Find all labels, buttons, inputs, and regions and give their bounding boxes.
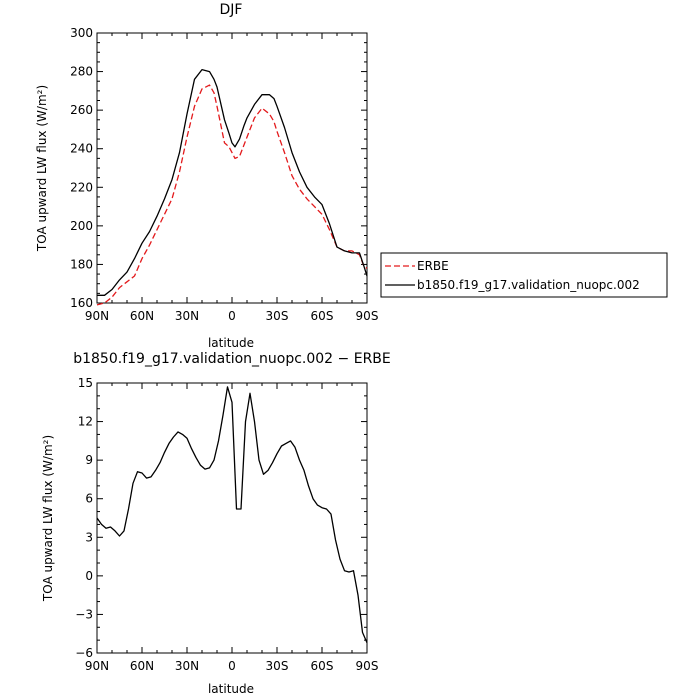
top-x-tick-label: 90S	[356, 309, 379, 323]
bottom-x-tick-label: 90N	[85, 659, 109, 673]
top-x-tick-label: 60N	[130, 309, 154, 323]
top-chart-title: DJF	[220, 2, 243, 18]
bottom-y-tick-label: −6	[75, 646, 93, 660]
bottom-y-tick-label: 15	[78, 376, 93, 390]
bottom-x-tick-label: 30S	[266, 659, 289, 673]
top-y-tick-label: 300	[70, 26, 93, 40]
legend-box	[380, 252, 668, 298]
top-x-tick-label: 60S	[311, 309, 334, 323]
top-y-tick-label: 200	[70, 219, 93, 233]
top-x-axis-label: latitude	[208, 336, 254, 350]
legend-label-model: b1850.f19_g17.validation_nuopc.002	[417, 278, 640, 292]
top-plot-frame	[96, 32, 368, 304]
bottom-y-tick-label: 0	[85, 569, 93, 583]
bottom-x-tick-label: 60S	[311, 659, 334, 673]
top-y-tick-label: 160	[70, 296, 93, 310]
legend-label-erbe: ERBE	[417, 259, 449, 273]
bottom-chart-title: b1850.f19_g17.validation_nuopc.002 − ERB…	[73, 351, 391, 367]
bottom-plot-frame	[96, 382, 368, 654]
top-series-line-1	[97, 68, 368, 296]
bottom-x-tick-label: 30N	[175, 659, 199, 673]
top-series-line-0	[96, 84, 368, 306]
top-y-tick-label: 260	[70, 103, 93, 117]
top-y-tick-label: 220	[70, 180, 93, 194]
bottom-y-tick-label: −3	[75, 607, 93, 621]
bottom-x-tick-label: 0	[228, 659, 236, 673]
bottom-series-line-0	[96, 386, 368, 643]
top-y-axis-label: TOA upward LW flux (W/m²)	[35, 85, 49, 252]
bottom-panel: b1850.f19_g17.validation_nuopc.002 − ERB…	[41, 351, 391, 696]
bottom-x-tick-label: 60N	[130, 659, 154, 673]
bottom-y-tick-label: 3	[85, 530, 93, 544]
top-y-tick-label: 240	[70, 142, 93, 156]
top-x-tick-label: 0	[228, 309, 236, 323]
top-panel: DJF 90N 60N 30N 0 30S 60S 90S 160 180 200 220 240 26…	[35, 2, 378, 350]
bottom-y-tick-label: 9	[85, 453, 93, 467]
bottom-x-tick-label: 90S	[356, 659, 379, 673]
top-x-tick-label: 90N	[85, 309, 109, 323]
top-x-tick-label: 30N	[175, 309, 199, 323]
legend: ERBE b1850.f19_g17.validation_nuopc.002	[380, 252, 668, 298]
bottom-y-axis-label: TOA upward LW flux (W/m²)	[41, 435, 55, 602]
top-y-tick-label: 280	[70, 65, 93, 79]
bottom-y-tick-label: 12	[78, 415, 93, 429]
top-x-tick-label: 30S	[266, 309, 289, 323]
top-y-tick-label: 180	[70, 257, 93, 271]
bottom-y-tick-label: 6	[85, 492, 93, 506]
bottom-x-axis-label: latitude	[208, 682, 254, 696]
